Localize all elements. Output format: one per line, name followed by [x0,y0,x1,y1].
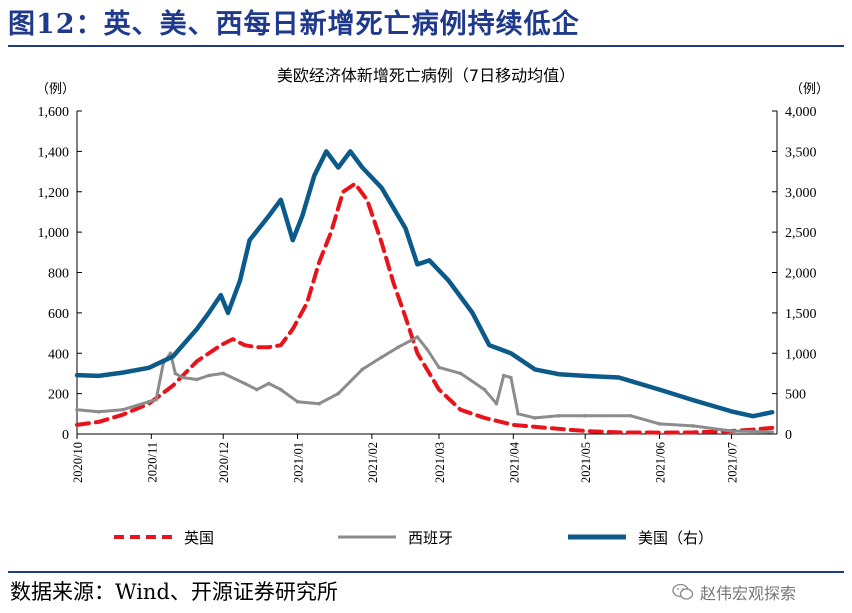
legend-item-uk: 英国 [112,524,214,550]
series-point-spain [516,412,520,416]
legend-label-spain: 西班牙 [408,528,454,547]
title-rule [8,45,844,47]
left-tick-label: 1,200 [38,186,70,201]
watermark-text: 赵伟宏观探索 [700,584,797,603]
series-point-spain [168,351,173,356]
series-point-spain [279,387,283,392]
legend-swatch-us [568,534,626,540]
left-tick-label: 600 [48,307,69,322]
series-line-uk [75,181,775,435]
x-tick-label: 2021/06 [654,442,668,483]
series-point-spain [147,399,151,404]
x-tick-label: 2020/11 [145,442,159,483]
series-point-spain [336,391,341,396]
right-tick-label: 500 [785,388,806,403]
series-point-spain [173,371,178,376]
series-point-spain [154,397,158,402]
series-point-spain [180,375,185,380]
series-point-spain [729,429,734,433]
right-tick-label: 4,000 [785,105,817,120]
series-point-spain [458,371,463,376]
left-tick-label: 400 [48,347,69,362]
left-axis-unit: （例） [36,82,76,97]
series-point-spain [425,347,429,352]
series-point-spain [295,399,300,404]
right-tick-label: 0 [785,428,792,443]
series-point-spain [120,408,125,412]
series-line-us [74,149,775,419]
series-point-spain [583,414,587,418]
series-point-spain [243,381,247,386]
right-tick-label: 2,000 [785,267,817,282]
legend-swatch-uk [114,535,172,539]
line-chart: 0 200 400 600 800 1,000 1,200 1,400 1,600 0 500 1,0… [38,105,817,483]
series-point-spain [657,422,662,426]
series-point-spain [396,345,401,350]
left-tick-label: 1,600 [38,105,70,120]
series-point-spain [96,410,101,414]
left-tick-label: 800 [48,267,69,282]
legend-item-spain: 西班牙 [336,524,453,550]
legend-item-us: 美国（右） [566,524,713,550]
x-tick-label: 2020/12 [217,442,231,483]
series-point-spain [379,355,384,360]
right-tick-label: 1,500 [785,307,817,322]
watermark: 赵伟宏观探索 [672,580,796,604]
chart-legend: 英国 西班牙 美国（右） [0,524,852,550]
left-tick-label: 1,000 [38,226,70,241]
series-point-spain [557,414,561,418]
right-axis-unit: （例） [790,82,830,97]
series-point-spain [691,424,695,428]
series-point-spain [267,381,271,386]
x-tick-label: 2021/05 [579,442,593,483]
right-tick-label: 2,500 [785,226,817,241]
chart-title: 美欧经济体新增死亡病例（7日移动均值） [276,66,576,85]
series-point-spain [207,373,211,378]
wechat-icon [672,583,694,600]
source-rule [8,571,844,573]
right-tick-label: 1,000 [785,347,817,362]
x-tick-label: 2020/10 [71,442,85,483]
series-point-spain [770,430,774,434]
x-tick-label: 2021/07 [725,442,739,483]
series-point-spain [482,387,487,392]
series-point-spain [75,408,79,412]
figure-title: 图12：英、美、西每日新增死亡病例持续低企 [8,9,580,40]
left-tick-label: 1,400 [38,145,70,160]
legend-label-us: 美国（右） [638,528,714,547]
x-tick-label: 2021/03 [433,442,447,483]
x-tick-label: 2021/01 [292,442,306,483]
series-point-spain [317,401,321,406]
series-point-spain [509,375,513,380]
series-point-spain [533,416,537,420]
series-point-spain [195,377,199,382]
series-line-spain [75,335,774,434]
x-tick-label: 2021/02 [366,442,380,483]
series-point-spain [494,401,499,406]
series-point-spain [629,414,633,418]
series-point-spain [254,387,259,392]
right-tick-label: 3,500 [785,145,817,160]
series-point-spain [360,367,365,372]
legend-label-uk: 英国 [184,528,215,547]
data-source: 数据来源：Wind、开源证券研究所 [10,580,338,604]
left-tick-label: 200 [48,388,69,403]
series-point-spain [415,335,420,339]
x-tick-label: 2021/04 [507,441,521,483]
series-point-spain [221,371,225,376]
series-point-spain [437,365,441,370]
legend-swatch-spain [338,535,396,539]
series-point-spain [501,373,506,378]
right-tick-label: 3,000 [785,186,817,201]
left-tick-label: 0 [62,428,69,443]
